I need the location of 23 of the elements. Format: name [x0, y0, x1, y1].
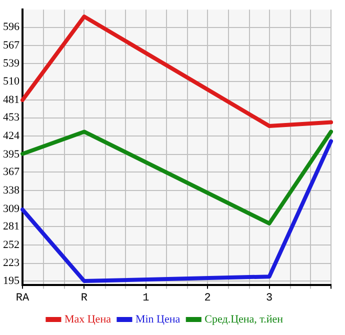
- y-tick-label: 338: [3, 184, 20, 196]
- y-tick-label: 252: [3, 238, 20, 251]
- y-tick-label: 281: [3, 220, 20, 232]
- y-tick-label: 481: [3, 94, 20, 106]
- y-tick-label: 195: [3, 274, 20, 287]
- y-tick-label: 453: [3, 112, 20, 124]
- x-tick-label: R: [80, 292, 88, 304]
- y-tick-label: 539: [3, 57, 20, 70]
- legend-label: Max Цена: [64, 313, 112, 326]
- legend-label: Min Цена: [135, 313, 180, 326]
- x-tick-label: 1: [142, 292, 150, 304]
- y-tick-label: 424: [3, 130, 20, 142]
- y-tick-label: 367: [3, 166, 20, 178]
- y-tick-label: 223: [3, 257, 20, 270]
- y-tick-label: 596: [3, 21, 20, 34]
- x-tick-label: RA: [16, 292, 30, 304]
- y-tick-label: 567: [3, 40, 20, 52]
- legend-label: Сред.Цена, т.йен: [204, 313, 284, 326]
- y-tick-label: 395: [3, 148, 20, 160]
- y-tick-label: 510: [3, 76, 20, 88]
- y-tick-label: 309: [3, 202, 20, 215]
- x-tick-label: 3: [266, 292, 273, 304]
- x-tick-label: 2: [204, 292, 211, 304]
